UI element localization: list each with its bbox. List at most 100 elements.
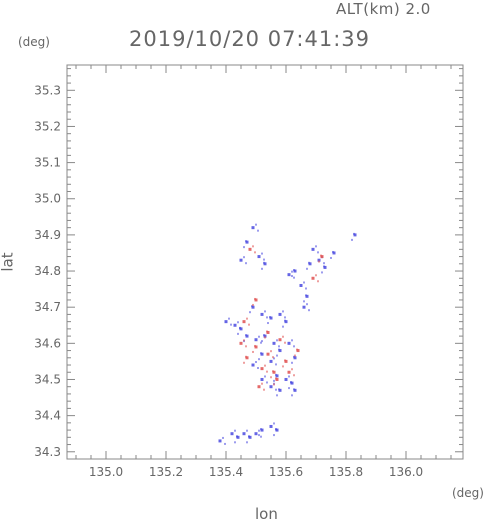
- data-point-speck: [293, 355, 295, 358]
- data-point-speck: [263, 388, 265, 391]
- data-point-speck: [278, 345, 280, 348]
- data-point-speck: [303, 281, 305, 284]
- data-point-speck: [260, 428, 262, 431]
- data-point-speck: [264, 336, 266, 339]
- data-point-speck: [264, 364, 266, 367]
- data-point: [260, 312, 264, 316]
- data-point-speck: [236, 435, 238, 438]
- y-tick-label: 35.0: [34, 192, 61, 206]
- data-point-speck: [291, 339, 293, 342]
- data-point-speck: [258, 335, 260, 338]
- x-axis-label: lon: [255, 505, 278, 523]
- data-point: [287, 341, 291, 345]
- data-point: [239, 258, 243, 262]
- data-point-speck: [252, 303, 254, 306]
- data-point-speck: [293, 276, 295, 279]
- data-point-speck: [305, 287, 307, 290]
- data-point-speck: [270, 376, 272, 379]
- data-point-speck: [266, 381, 268, 384]
- data-point-speck: [276, 339, 278, 342]
- data-point-speck: [269, 316, 271, 319]
- data-point: [269, 424, 273, 428]
- data-point-speck: [267, 322, 269, 325]
- y-tick-label: 34.4: [34, 409, 61, 423]
- data-point: [311, 276, 315, 280]
- x-tick-label: 136.0: [389, 465, 423, 479]
- data-point: [254, 432, 258, 436]
- data-point-speck: [266, 370, 268, 373]
- data-point-speck: [272, 356, 274, 359]
- data-point-speck: [278, 388, 280, 391]
- data-point-speck: [243, 246, 245, 249]
- data-point: [287, 273, 291, 277]
- data-point-speck: [291, 368, 293, 371]
- data-point-speck: [306, 267, 308, 270]
- x-tick-label: 135.8: [329, 465, 363, 479]
- data-point-speck: [284, 359, 286, 362]
- data-point: [278, 338, 282, 342]
- data-point-speck: [315, 274, 317, 277]
- data-point: [269, 359, 273, 363]
- data-point-speck: [234, 441, 236, 444]
- data-point-speck: [275, 373, 277, 376]
- data-point-speck: [353, 232, 355, 235]
- data-point-speck: [273, 379, 275, 382]
- data-point-speck: [261, 340, 263, 343]
- data-point-speck: [273, 434, 275, 437]
- data-point: [218, 439, 222, 443]
- data-point-speck: [239, 326, 241, 329]
- data-point-speck: [273, 422, 275, 425]
- data-point-speck: [245, 240, 247, 243]
- data-point-speck: [318, 260, 320, 263]
- data-point-speck: [237, 321, 239, 324]
- timestamp-title: 2019/10/20 07:41:39: [129, 27, 371, 51]
- data-point-speck: [234, 429, 236, 432]
- data-point-speck: [252, 350, 254, 353]
- data-point: [248, 247, 252, 251]
- data-point-speck: [245, 262, 247, 265]
- data-point-speck: [291, 275, 293, 278]
- data-point-speck: [293, 345, 295, 348]
- data-point-speck: [245, 345, 247, 348]
- data-point-speck: [317, 251, 319, 254]
- data-point-speck: [266, 316, 268, 319]
- data-point-speck: [332, 250, 334, 253]
- data-point-speck: [254, 251, 256, 254]
- data-point: [242, 320, 246, 324]
- data-point-speck: [260, 341, 262, 344]
- data-point-speck: [245, 355, 247, 358]
- data-point-speck: [308, 261, 310, 264]
- data-point-speck: [351, 238, 353, 241]
- data-point-speck: [282, 335, 284, 338]
- data-point-speck: [272, 370, 274, 373]
- data-point: [287, 370, 291, 374]
- data-point-speck: [293, 269, 295, 272]
- data-point-speck: [263, 261, 265, 264]
- x-unit-label: (deg): [452, 486, 484, 500]
- data-point-speck: [243, 256, 245, 259]
- data-point-speck: [261, 252, 263, 255]
- data-point-speck: [291, 394, 293, 397]
- data-points: [218, 223, 357, 445]
- data-point-speck: [270, 350, 272, 353]
- data-point-speck: [320, 254, 322, 257]
- data-point: [230, 432, 234, 436]
- data-point-speck: [308, 309, 310, 312]
- data-point-speck: [282, 325, 284, 328]
- data-point: [251, 363, 255, 367]
- y-tick-label: 35.2: [34, 119, 61, 133]
- data-point-speck: [288, 375, 290, 378]
- data-point-speck: [282, 310, 284, 313]
- data-point: [260, 377, 264, 381]
- data-point-speck: [230, 323, 232, 326]
- data-point-speck: [257, 367, 259, 370]
- data-point-speck: [315, 245, 317, 248]
- data-point-speck: [254, 297, 256, 300]
- data-point-speck: [228, 317, 230, 320]
- data-point-speck: [305, 294, 307, 297]
- y-tick-label: 34.8: [34, 264, 61, 278]
- data-point-speck: [252, 245, 254, 248]
- x-tick-label: 135.6: [269, 465, 303, 479]
- data-point-speck: [255, 361, 257, 364]
